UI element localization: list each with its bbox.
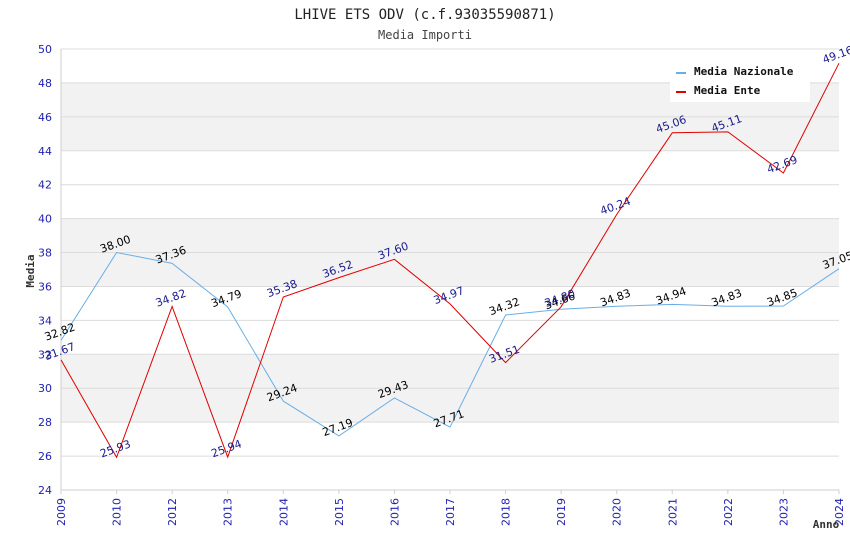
x-tick-label: 2012 (166, 498, 179, 526)
y-tick-label: 32 (38, 348, 52, 361)
grid-band (61, 388, 839, 423)
chart-title: LHIVE ETS ODV (c.f.93035590871) (294, 7, 555, 23)
data-label: 34.79 (209, 287, 243, 310)
y-tick-label: 44 (38, 145, 52, 158)
grid-band (61, 116, 839, 151)
legend-label-media-ente: Media Ente (694, 84, 761, 97)
x-tick-label: 2023 (777, 498, 790, 526)
data-label: 25.94 (209, 437, 243, 460)
data-label: 42.69 (765, 153, 799, 176)
data-label: 34.97 (432, 284, 466, 307)
grid-band (61, 252, 839, 287)
x-tick-label: 2009 (55, 498, 68, 526)
y-tick-label: 42 (38, 179, 52, 192)
x-tick-labels: 2009 2010 2012 2013 2014 2015 2016 2017 2018 2019… (55, 498, 846, 526)
x-tick-label: 2017 (444, 498, 457, 526)
legend: Media Nazionale Media Ente (670, 60, 810, 102)
grid-band (61, 218, 839, 253)
x-tick-label: 2020 (611, 498, 624, 526)
y-tick-label: 26 (38, 450, 52, 463)
series-line-media-nazionale (60, 251, 840, 437)
grid-lines (60, 48, 840, 494)
x-tick-label: 2016 (388, 498, 401, 526)
y-tick-label: 48 (38, 77, 52, 90)
chart-subtitle: Media Importi (378, 28, 472, 42)
legend-label-media-nazionale: Media Nazionale (694, 65, 794, 78)
data-label: 25.93 (98, 438, 132, 461)
y-tick-label: 36 (38, 280, 52, 293)
x-tick-label: 2010 (111, 498, 124, 526)
x-tick-label: 2022 (722, 498, 735, 526)
x-tick-label: 2019 (555, 498, 568, 526)
y-tick-label: 24 (38, 484, 52, 497)
x-tick-label: 2014 (277, 498, 290, 526)
data-label: 34.82 (154, 287, 188, 310)
series-line-media-ente (60, 62, 840, 459)
data-label: 40.24 (598, 195, 632, 218)
y-tick-label: 40 (38, 213, 52, 226)
x-tick-label: 2021 (666, 498, 679, 526)
x-tick-label: 2013 (222, 498, 235, 526)
data-label: 49.16 (821, 43, 850, 66)
y-axis-title: Media (24, 254, 37, 287)
x-axis-title: Anno (813, 518, 840, 531)
y-tick-label: 34 (38, 314, 52, 327)
x-tick-label: 2018 (500, 498, 513, 526)
y-tick-label: 46 (38, 111, 52, 124)
y-tick-label: 30 (38, 382, 52, 395)
x-tick-label: 2015 (333, 498, 346, 526)
legend-box (670, 60, 810, 102)
y-tick-label: 38 (38, 247, 52, 260)
y-tick-label: 28 (38, 416, 52, 429)
y-tick-label: 50 (38, 43, 52, 56)
data-label: 34.32 (487, 295, 521, 318)
series-lines (60, 62, 840, 459)
grid-band (61, 354, 839, 389)
x-tick-label: 2024 (833, 498, 846, 526)
y-tick-labels: 24 26 28 30 32 34 36 38 40 42 44 46 48 50 (38, 43, 52, 497)
